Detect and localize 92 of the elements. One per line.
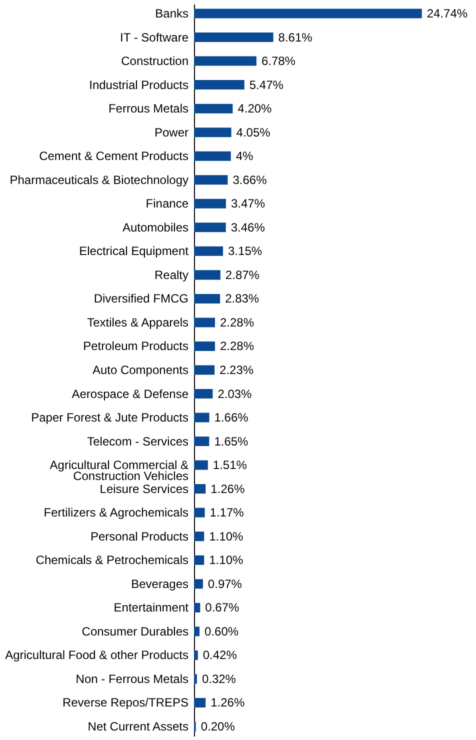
data-label: 1.51%	[212, 458, 248, 472]
y-tick-label: Power	[154, 125, 188, 140]
y-tick-label: Textiles & Apparels	[87, 315, 188, 330]
bar	[194, 555, 204, 565]
bar	[194, 128, 232, 138]
bar	[194, 579, 203, 589]
bar	[194, 294, 220, 304]
bar	[194, 602, 200, 612]
y-tick-label: Banks	[155, 6, 188, 21]
bar	[194, 484, 206, 494]
data-label: 0.32%	[202, 672, 236, 686]
y-tick-label: Consumer Durables	[82, 624, 188, 638]
y-tick-label: Agricultural Food & other Products	[5, 648, 188, 662]
y-tick-label: Automobiles	[122, 220, 188, 234]
y-tick-label: Non - Ferrous Metals	[76, 672, 188, 686]
data-label: 0.20%	[200, 719, 236, 734]
data-label: 2.03%	[218, 386, 252, 401]
data-label: 0.60%	[204, 624, 239, 638]
data-label: 1.10%	[209, 553, 244, 568]
bar	[194, 650, 198, 660]
y-tick-label: Industrial Products	[89, 78, 188, 92]
data-label: 3.15%	[228, 244, 262, 258]
bar	[194, 365, 215, 375]
y-tick-label: Agricultural Commercial & Construction Vehicles	[50, 458, 188, 484]
bar	[194, 198, 226, 208]
bar	[194, 532, 204, 542]
y-tick-label: Paper Forest & Jute Products	[31, 410, 188, 425]
bar	[194, 246, 224, 256]
data-label: 3.66%	[232, 172, 268, 187]
bar	[194, 222, 226, 232]
y-tick-label: Finance	[146, 196, 189, 211]
bar	[194, 151, 231, 161]
data-label: 3.46%	[230, 220, 266, 234]
data-label: 3.47%	[230, 196, 266, 211]
y-tick-label: Telecom - Services	[87, 434, 188, 448]
data-label: 0.67%	[205, 600, 240, 615]
bar	[194, 80, 244, 90]
data-label: 2.28%	[220, 339, 254, 354]
data-label: 0.42%	[202, 648, 238, 662]
y-tick-label: Entertainment	[114, 600, 190, 615]
data-label: 0.97%	[208, 576, 242, 591]
bar	[194, 674, 197, 684]
bar	[194, 341, 215, 351]
bar	[194, 626, 200, 636]
data-label: 24.74%	[426, 6, 468, 21]
y-tick-label: IT - Software	[120, 30, 189, 44]
data-label: 1.66%	[214, 410, 249, 425]
data-label: 1.17%	[210, 506, 244, 520]
y-tick-label: Leisure Services	[100, 482, 188, 496]
data-label: 5.47%	[249, 78, 284, 92]
y-tick-label: Personal Products	[90, 529, 188, 544]
bar	[194, 389, 213, 399]
data-label: 2.83%	[225, 292, 260, 306]
data-label: 8.61%	[278, 30, 313, 44]
y-tick-label: Electrical Equipment	[79, 244, 190, 258]
y-tick-label: Aerospace & Defense	[72, 386, 189, 401]
data-label: 2.23%	[220, 363, 254, 377]
data-label: 6.78%	[261, 54, 296, 68]
data-label: 4%	[236, 149, 254, 164]
y-tick-label: Diversified FMCG	[94, 292, 188, 306]
y-tick-label: Pharmaceuticals & Biotechnology	[10, 172, 188, 187]
y-tick-label: Realty	[154, 268, 188, 282]
y-tick-label: Beverages	[131, 576, 188, 591]
data-label: 4.20%	[238, 102, 272, 116]
data-label: 2.28%	[220, 315, 254, 330]
bar	[194, 56, 256, 66]
bar	[194, 8, 422, 18]
y-tick-label: Ferrous Metals	[108, 102, 188, 116]
y-tick-label: Net Current Assets	[88, 719, 188, 734]
data-label: 1.26%	[210, 696, 245, 710]
y-tick-label: Petroleum Products	[83, 339, 188, 354]
bar	[194, 175, 228, 185]
data-label: 1.10%	[209, 529, 244, 544]
y-tick-label: Chemicals & Petrochemicals	[36, 553, 188, 568]
bar	[194, 318, 215, 328]
y-tick-label: Cement & Cement Products	[39, 149, 188, 164]
bar	[194, 436, 210, 446]
bar	[194, 270, 220, 280]
data-label: 4.05%	[236, 125, 271, 140]
bar	[194, 698, 206, 708]
data-label: 1.26%	[210, 482, 245, 496]
bar	[194, 104, 233, 114]
data-label: 2.87%	[225, 268, 260, 282]
y-tick-label: Auto Components	[92, 363, 188, 377]
y-tick-label: Reverse Repos/TREPS	[62, 696, 188, 710]
bar	[194, 412, 210, 422]
bar	[194, 460, 208, 470]
y-tick-label: Construction	[121, 54, 188, 68]
data-label: 1.65%	[214, 434, 249, 448]
bar	[194, 32, 274, 42]
y-tick-label: Fertilizers & Agrochemicals	[44, 506, 188, 520]
bar	[194, 508, 205, 518]
